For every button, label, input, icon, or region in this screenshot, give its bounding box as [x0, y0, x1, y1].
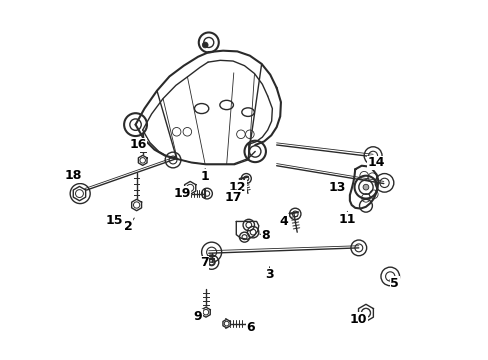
- Text: 19: 19: [173, 187, 190, 200]
- Text: 3: 3: [264, 268, 273, 281]
- Circle shape: [202, 42, 207, 48]
- Text: 13: 13: [328, 181, 346, 194]
- Text: 4: 4: [279, 215, 287, 228]
- Text: 10: 10: [349, 313, 367, 326]
- Text: 5: 5: [389, 277, 398, 290]
- Text: 16: 16: [129, 139, 146, 152]
- Text: 2: 2: [124, 220, 133, 233]
- Text: 14: 14: [366, 156, 384, 169]
- Text: 1: 1: [201, 170, 209, 183]
- Polygon shape: [73, 186, 85, 201]
- Circle shape: [363, 184, 368, 190]
- Text: 12: 12: [228, 181, 245, 194]
- Polygon shape: [138, 156, 147, 165]
- Polygon shape: [184, 181, 195, 194]
- Text: 15: 15: [105, 213, 122, 226]
- Polygon shape: [223, 319, 230, 328]
- Text: 9: 9: [193, 310, 202, 323]
- Polygon shape: [131, 199, 142, 211]
- Text: 6: 6: [246, 321, 255, 334]
- Polygon shape: [201, 307, 210, 317]
- Polygon shape: [358, 304, 373, 321]
- Text: 17: 17: [224, 191, 242, 204]
- Text: 18: 18: [64, 169, 81, 182]
- Text: 7: 7: [200, 256, 208, 269]
- Text: 11: 11: [338, 213, 355, 226]
- Text: 8: 8: [261, 229, 270, 242]
